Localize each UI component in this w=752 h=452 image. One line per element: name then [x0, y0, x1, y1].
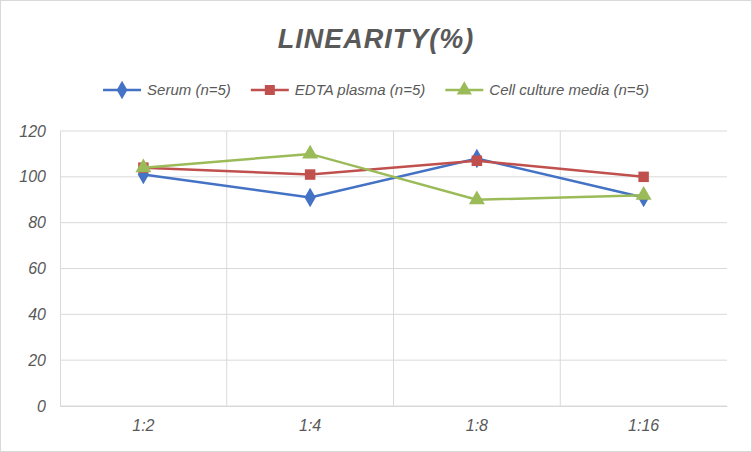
series-marker — [305, 169, 315, 179]
y-tick: 0 — [37, 398, 60, 415]
y-tick: 80 — [28, 214, 60, 231]
y-tick-label: 40 — [28, 306, 46, 323]
y-axis-line — [60, 132, 61, 407]
legend-label: Serum (n=5) — [147, 81, 231, 98]
series-marker — [469, 191, 485, 205]
legend-marker — [117, 81, 128, 100]
series-marker — [302, 145, 318, 159]
y-tick: 60 — [28, 260, 60, 277]
y-tick-label: 80 — [28, 214, 46, 231]
legend: Serum (n=5) EDTA plasma (n=5) Cell culture… — [103, 81, 649, 100]
legend-marker — [265, 85, 275, 95]
legend-label: EDTA plasma (n=5) — [295, 81, 425, 98]
x-tick: 1:8 — [466, 406, 488, 434]
series-marker — [472, 156, 482, 166]
category-divider — [393, 131, 394, 406]
x-tick: 1:2 — [132, 406, 154, 434]
x-tick: 1:16 — [628, 406, 659, 434]
plot-area — [135, 145, 651, 208]
y-tick: 120 — [19, 123, 60, 140]
legend-item: Serum (n=5) — [103, 81, 231, 100]
y-tick-label: 20 — [27, 352, 46, 369]
chart: LINEARITY(%) 0 20 40 60 80 100 120 1:2 1:4 1:8 1:16… — [0, 0, 752, 452]
legend-marker — [457, 81, 472, 94]
x-tick: 1:4 — [299, 406, 321, 434]
y-tick: 40 — [28, 306, 60, 323]
x-tick-label: 1:16 — [628, 417, 659, 434]
series-marker — [636, 186, 652, 200]
x-tick-label: 1:2 — [132, 417, 154, 434]
x-axis: 1:2 1:4 1:8 1:16 — [61, 406, 728, 434]
grid — [60, 131, 727, 406]
y-axis: 0 20 40 60 80 100 120 — [19, 123, 60, 415]
legend-item: Cell culture media (n=5) — [445, 81, 649, 98]
x-axis-line — [61, 406, 728, 407]
y-tick-label: 0 — [37, 398, 46, 415]
x-tick-label: 1:8 — [466, 417, 488, 434]
y-tick-label: 60 — [28, 260, 46, 277]
series-marker — [638, 172, 648, 182]
series-line — [143, 161, 643, 177]
y-tick-label: 120 — [19, 123, 46, 140]
series-marker — [135, 158, 151, 172]
legend-item: EDTA plasma (n=5) — [251, 81, 425, 98]
chart-border — [1, 1, 752, 452]
series-marker — [304, 188, 315, 208]
y-tick: 100 — [19, 168, 60, 185]
y-tick: 20 — [27, 352, 60, 369]
series-marker — [471, 149, 482, 169]
title: LINEARITY(%) — [278, 24, 475, 54]
y-tick-label: 100 — [19, 168, 46, 185]
category-divider — [560, 131, 561, 406]
series-line — [143, 154, 643, 200]
legend-label: Cell culture media (n=5) — [489, 81, 649, 98]
x-tick-label: 1:4 — [299, 417, 321, 434]
